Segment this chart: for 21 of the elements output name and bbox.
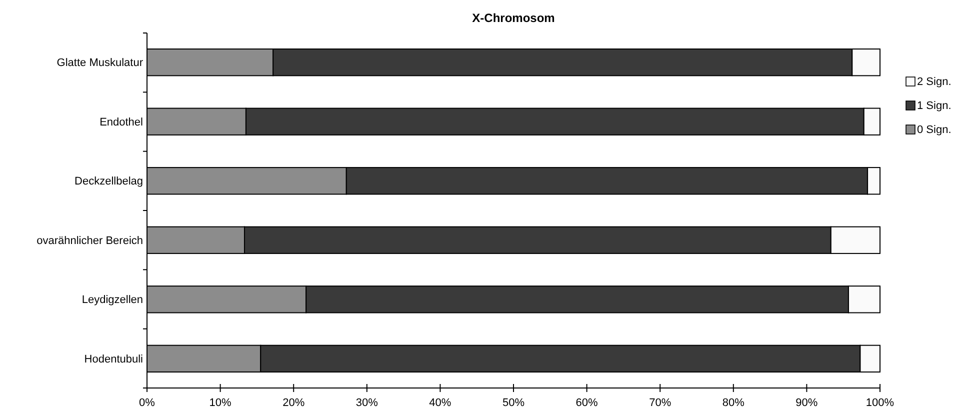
x-tick-label: 50% bbox=[502, 397, 525, 409]
y-tick-label: Leydigzellen bbox=[82, 294, 143, 306]
x-tick-label: 40% bbox=[429, 397, 452, 409]
legend-label: 2 Sign. bbox=[917, 76, 952, 88]
x-tick-label: 70% bbox=[649, 397, 672, 409]
x-tick-label: 60% bbox=[576, 397, 598, 409]
y-tick-label: Deckzellbelag bbox=[74, 176, 143, 188]
x-tick-label: 20% bbox=[282, 397, 305, 409]
y-tick-label: Hodentubuli bbox=[84, 354, 143, 366]
x-tick-label: 30% bbox=[356, 397, 378, 409]
chart-title: X-Chromosom bbox=[472, 11, 555, 25]
x-tick-label: 80% bbox=[722, 397, 745, 409]
y-tick-label: Glatte Muskulatur bbox=[56, 57, 144, 70]
y-tick-label: ovarähnlicher Bereich bbox=[36, 234, 143, 247]
y-tick-label: Endothel bbox=[100, 116, 143, 128]
legend-label: 1 Sign. bbox=[917, 100, 952, 112]
x-tick-label: 10% bbox=[209, 397, 232, 409]
legend-label: 0 Sign. bbox=[917, 124, 952, 136]
x-tick-label: 90% bbox=[796, 397, 818, 409]
x-tick-label: 0% bbox=[139, 397, 156, 409]
x-tick-label: 100% bbox=[866, 397, 894, 409]
